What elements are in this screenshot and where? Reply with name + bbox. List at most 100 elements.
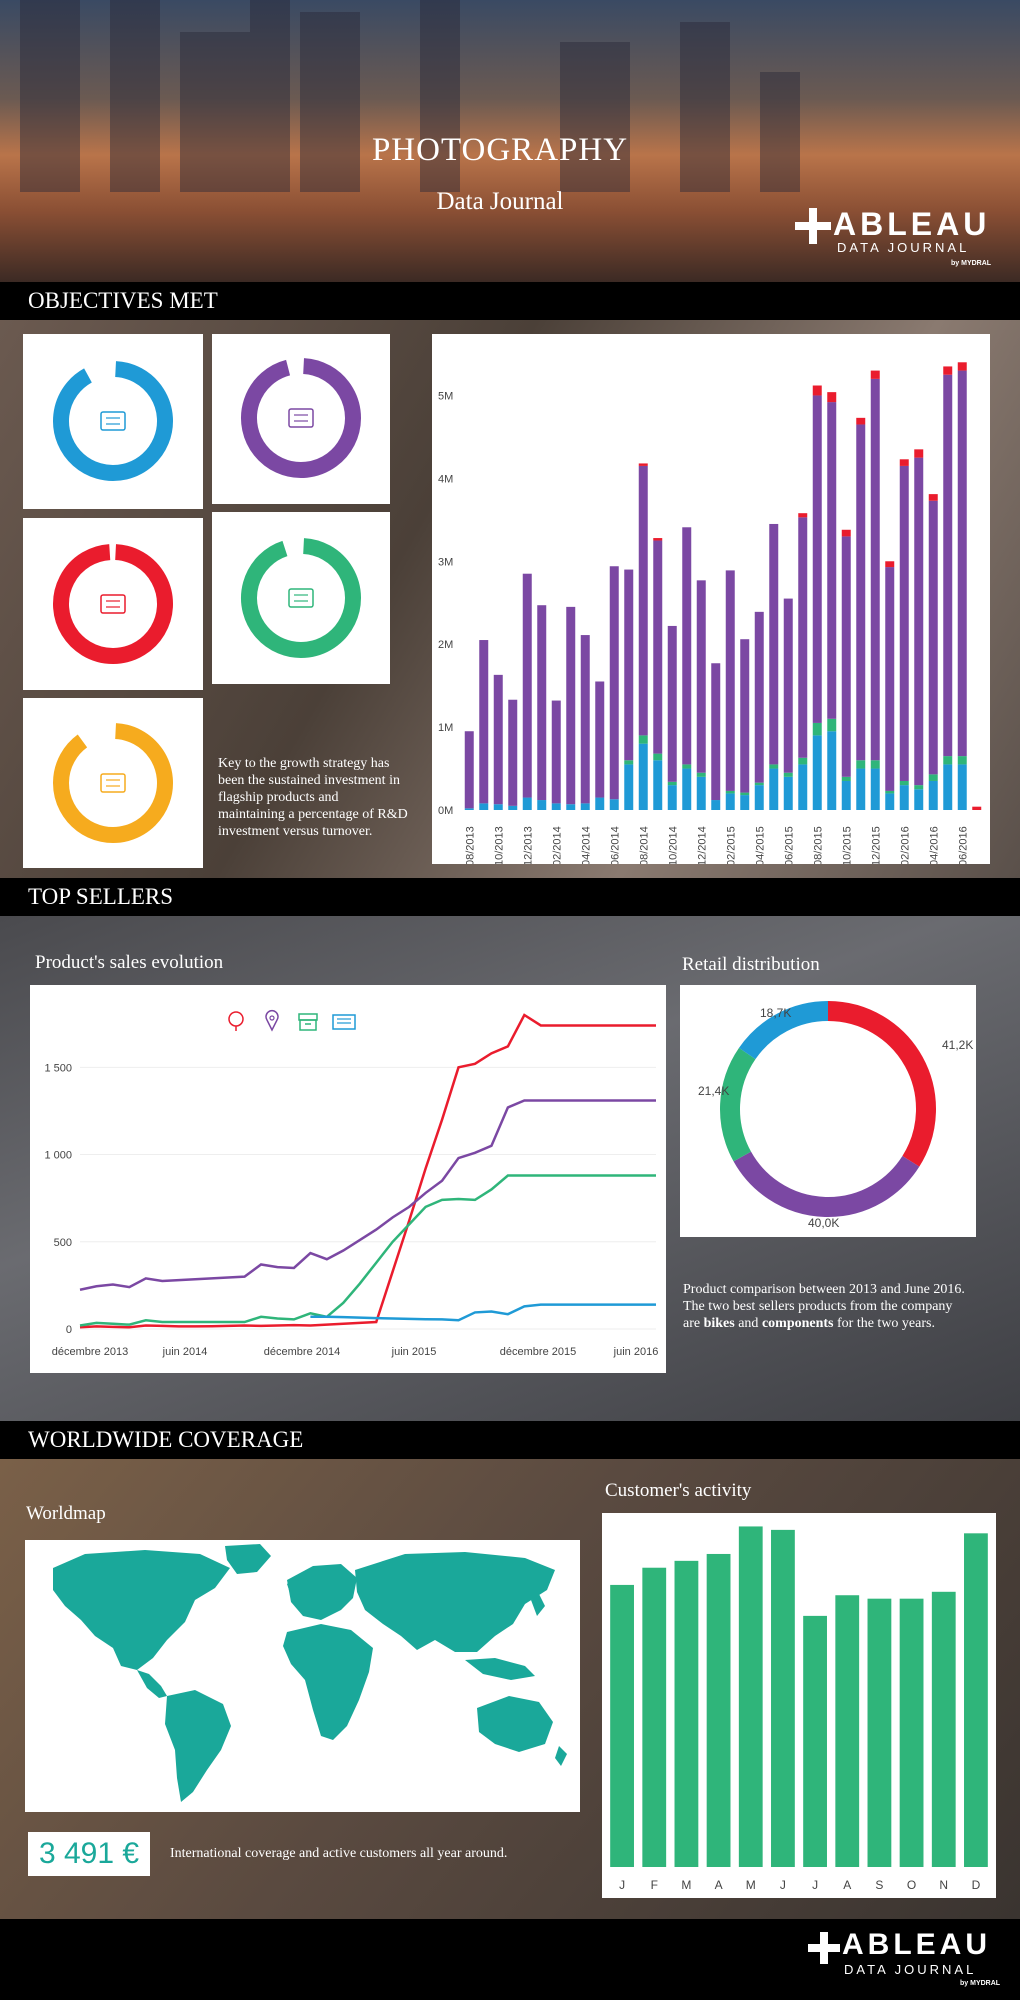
activity-bar	[706, 1553, 731, 1867]
stacked-bar-segment	[827, 718, 837, 732]
x-tick-label: 10/2014	[667, 826, 679, 864]
stacked-bar-segment	[812, 385, 822, 396]
stacked-bar-segment	[551, 803, 561, 810]
stacked-bar-segment	[928, 500, 938, 775]
x-tick-label: 06/2014	[609, 826, 621, 864]
southeast-asia-shape	[465, 1658, 535, 1680]
monthly-stacked-svg: 0M 1M 2M 3M 4M 5M 08/2013 10/2013 12/2013 02/2014…	[438, 362, 982, 866]
stacked-bar-segment	[609, 799, 619, 810]
magnifier-icon	[100, 773, 126, 793]
stacked-bar-segment	[508, 699, 518, 806]
section-header-worldwide: WORLDWIDE COVERAGE	[0, 1421, 1020, 1459]
stacked-bar-segment	[624, 569, 634, 761]
stacked-bar-segment	[827, 402, 837, 719]
stacked-bar-segment	[928, 774, 938, 781]
y-tick-label: 3M	[438, 556, 453, 568]
stacked-bar-segment	[537, 605, 547, 801]
logo-wordmark: ABLEAU	[833, 206, 991, 242]
y-tick-label: 1M	[438, 722, 453, 734]
stacked-bar-segment	[841, 776, 851, 781]
section-title: WORLDWIDE COVERAGE	[28, 1427, 304, 1452]
stacked-bar-segment	[769, 768, 779, 810]
stacked-bar-segment	[798, 757, 808, 765]
sales-evolution-svg: 0 500 1 000 1 500 décembre 2013 juin 2014 déce…	[44, 1010, 658, 1358]
stacked-bar-segment	[580, 803, 590, 810]
stacked-bar-segment	[856, 768, 866, 810]
stacked-bar-segment	[798, 764, 808, 810]
stacked-bar-segment	[682, 764, 692, 769]
stacked-bar-segment	[899, 465, 909, 781]
stacked-bar-segment	[682, 768, 692, 810]
page-title: PHOTOGRAPHY	[371, 132, 629, 168]
worldmap	[53, 1544, 567, 1802]
stacked-bar-segment	[841, 780, 851, 810]
section-header-top-sellers: TOP SELLERS	[0, 878, 1020, 916]
x-tick-label: 12/2014	[696, 826, 708, 864]
stacked-bar-segment	[740, 795, 750, 810]
stacked-bar-segment	[479, 640, 489, 804]
objective-donut	[241, 538, 361, 658]
stacked-bar-segment	[914, 457, 924, 786]
x-tick-label: décembre 2014	[264, 1346, 340, 1358]
pie-label: 41,2K	[942, 1038, 973, 1052]
stacked-bar-segment	[957, 764, 967, 810]
x-tick-label: 06/2015	[783, 826, 795, 864]
objective-card-4	[212, 512, 390, 684]
stacked-bar-segment	[812, 735, 822, 810]
y-tick-label: 4M	[438, 473, 453, 485]
newspaper-icon	[100, 411, 126, 431]
objective-donut	[53, 361, 173, 481]
storage-box-icon	[288, 588, 314, 608]
stacked-bar-segment	[856, 760, 866, 769]
stacked-bar-segment	[653, 540, 663, 754]
stacked-bar-segment	[667, 625, 677, 782]
objective-progress-arc	[241, 538, 361, 658]
stacked-bar-segment	[885, 561, 895, 568]
x-tick-label: D	[972, 1878, 981, 1892]
y-tick-label: 2M	[438, 639, 453, 651]
x-tick-label: décembre 2015	[500, 1346, 576, 1358]
x-tick-label: 10/2013	[493, 826, 505, 864]
x-tick-label: S	[875, 1878, 883, 1892]
series-line	[79, 1174, 656, 1327]
stacked-bar-segment	[957, 370, 967, 757]
stacked-bar-segment	[696, 580, 706, 773]
series-line	[310, 1303, 656, 1322]
x-tick-label: A	[715, 1878, 723, 1892]
stacked-bar-segment	[740, 792, 750, 796]
pie-label: 18,7K	[760, 1006, 791, 1020]
stacked-bar-segment	[653, 753, 663, 761]
stacked-bar-segment	[667, 785, 677, 810]
x-tick-label: 12/2015	[870, 826, 882, 864]
stacked-bar-segment	[885, 567, 895, 791]
y-tick-label: 1 500	[44, 1062, 72, 1074]
activity-bar	[738, 1526, 763, 1867]
stacked-bar-segment	[464, 808, 474, 810]
worldmap-title: Worldmap	[26, 1503, 106, 1524]
x-tick-label: 02/2016	[899, 826, 911, 864]
stacked-bar-segment	[464, 731, 474, 809]
x-tick-label: F	[651, 1878, 658, 1892]
x-tick-label: J	[812, 1878, 818, 1892]
objective-donut	[53, 723, 173, 843]
stacked-bar-segment	[812, 722, 822, 736]
x-tick-label: M	[746, 1878, 756, 1892]
activity-bar	[964, 1533, 988, 1867]
stacked-bar-segment	[943, 374, 953, 757]
stacked-bar-segment	[725, 793, 735, 810]
south-america-shape	[165, 1690, 231, 1802]
stacked-bar-segment	[711, 663, 721, 801]
stacked-bar-segment	[928, 494, 938, 501]
y-tick-label: 0M	[438, 805, 453, 817]
coin-icon	[288, 408, 314, 428]
asia-shape	[355, 1552, 555, 1652]
y-tick-label: 5M	[438, 390, 453, 402]
objective-donut	[241, 358, 361, 478]
stacked-bar-segment	[754, 782, 764, 786]
objective-progress-arc	[241, 358, 361, 478]
activity-bar	[610, 1584, 634, 1867]
plus-icon	[795, 208, 831, 244]
x-tick-label: décembre 2013	[52, 1346, 128, 1358]
stacked-bar-segment	[798, 517, 808, 758]
